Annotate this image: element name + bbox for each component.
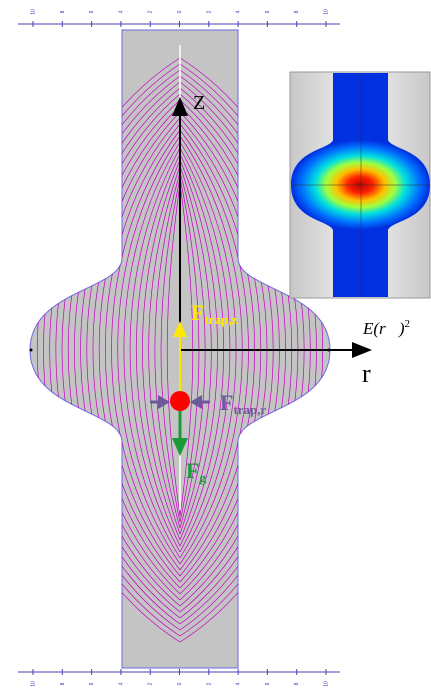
ruler-tick-label: 6 bbox=[89, 10, 95, 13]
force-symbol: F bbox=[220, 390, 233, 415]
ruler-tick-label: 2 bbox=[148, 10, 154, 13]
ruler-tick-label: 0 bbox=[177, 10, 183, 13]
r-label: r bbox=[362, 359, 371, 388]
ruler-tick-label: 6 bbox=[89, 682, 95, 685]
inset bbox=[290, 72, 430, 298]
ruler-tick-label: 6 bbox=[265, 10, 271, 13]
ruler-tick-label: 8 bbox=[60, 682, 66, 685]
ruler-tick-label: 4 bbox=[118, 682, 124, 685]
ruler-tick-label: 10 bbox=[324, 681, 330, 687]
ruler-tick-label: 8 bbox=[294, 682, 300, 685]
ruler-tick-label: 2 bbox=[148, 682, 154, 685]
r-arrowhead bbox=[352, 342, 372, 358]
ruler-tick-label: 2 bbox=[206, 10, 212, 13]
inset-label: E(r⃗)2 bbox=[362, 318, 410, 338]
ruler-tick-label: 10 bbox=[31, 681, 37, 687]
figure: 10 8 6 4 2 0 2 4 6 8 10 10 8 6 4 2 0 2 4 6 8 10 Z r Ftrap,z F… bbox=[0, 0, 431, 693]
field-expression: E(r⃗) bbox=[362, 319, 405, 338]
ruler-tick-label: 8 bbox=[60, 10, 66, 13]
field-exponent: 2 bbox=[405, 318, 411, 330]
ruler-tick-label: 2 bbox=[206, 682, 212, 685]
point bbox=[30, 349, 33, 352]
ruler-tick-label: 6 bbox=[265, 682, 271, 685]
ruler-tick-label: 10 bbox=[324, 9, 330, 15]
ruler-tick-label: 4 bbox=[118, 10, 124, 13]
ruler-tick-label: 4 bbox=[236, 10, 242, 13]
ruler-tick-label: 8 bbox=[294, 10, 300, 13]
particle bbox=[170, 391, 190, 411]
ruler-tick-label: 4 bbox=[236, 682, 242, 685]
z-label: Z bbox=[193, 92, 205, 114]
force-symbol: F bbox=[186, 458, 199, 483]
force-subscript: g bbox=[199, 470, 206, 485]
ruler-tick-label: 0 bbox=[177, 682, 183, 685]
ruler-tick-label: 10 bbox=[31, 9, 37, 15]
force-subscript: trap,z bbox=[204, 312, 237, 327]
force-symbol: F bbox=[191, 300, 204, 325]
force-subscript: trap,r bbox=[233, 402, 266, 417]
